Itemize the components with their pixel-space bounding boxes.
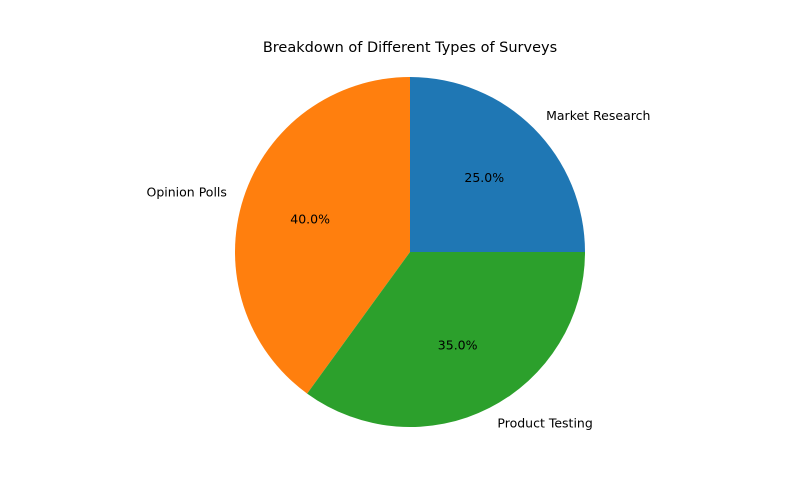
pie-wedge-product-testing — [307, 252, 585, 428]
pie-wedges — [235, 77, 585, 428]
category-label: Market Research — [546, 108, 650, 123]
pie-labels: 25.0% Market Research 40.0% Opinion Polls 35… — [147, 108, 651, 431]
chart-title: Breakdown of Different Types of Surveys — [263, 40, 557, 56]
pie-wedge-opinion-polls — [235, 77, 410, 394]
pct-label: 25.0% — [464, 170, 504, 185]
pie-wedge-market-research — [410, 77, 585, 252]
category-label: Product Testing — [497, 416, 592, 431]
pct-label: 40.0% — [290, 212, 330, 227]
pct-label: 35.0% — [438, 338, 478, 353]
category-label: Opinion Polls — [147, 185, 227, 200]
